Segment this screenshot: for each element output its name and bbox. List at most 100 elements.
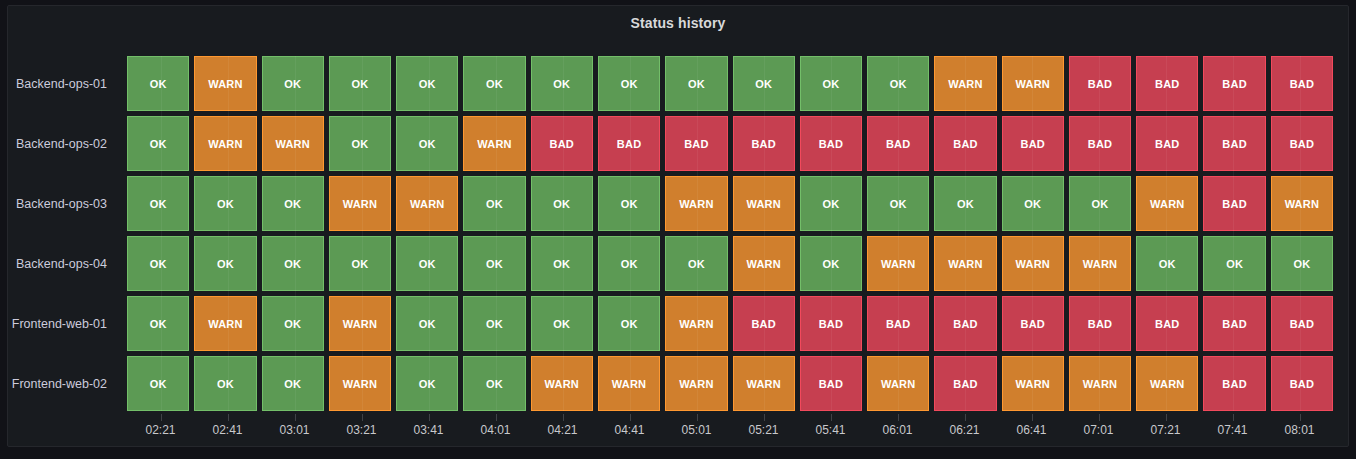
- status-cell[interactable]: WARN: [733, 356, 795, 411]
- status-cell[interactable]: WARN: [1069, 236, 1131, 291]
- status-cell[interactable]: WARN: [665, 176, 727, 231]
- status-cell[interactable]: WARN: [329, 176, 391, 231]
- status-cell[interactable]: OK: [1271, 236, 1333, 291]
- status-cell[interactable]: OK: [396, 236, 458, 291]
- status-cell[interactable]: OK: [1203, 236, 1265, 291]
- status-cell[interactable]: WARN: [329, 356, 391, 411]
- status-cell[interactable]: BAD: [1203, 356, 1265, 411]
- status-cell[interactable]: OK: [194, 176, 256, 231]
- status-cell[interactable]: WARN: [262, 116, 324, 171]
- status-cell[interactable]: BAD: [1136, 116, 1198, 171]
- status-cell[interactable]: OK: [127, 116, 189, 171]
- status-cell[interactable]: OK: [934, 176, 996, 231]
- status-cell[interactable]: OK: [463, 296, 525, 351]
- status-cell[interactable]: WARN: [867, 236, 929, 291]
- status-cell[interactable]: OK: [262, 356, 324, 411]
- status-cell[interactable]: BAD: [867, 116, 929, 171]
- status-cell[interactable]: BAD: [867, 296, 929, 351]
- status-cell[interactable]: OK: [598, 296, 660, 351]
- status-cell[interactable]: OK: [329, 236, 391, 291]
- status-cell[interactable]: WARN: [598, 356, 660, 411]
- status-cell[interactable]: WARN: [1002, 236, 1064, 291]
- status-cell[interactable]: OK: [329, 56, 391, 111]
- status-cell[interactable]: WARN: [733, 236, 795, 291]
- status-cell[interactable]: BAD: [1203, 56, 1265, 111]
- status-cell[interactable]: BAD: [800, 356, 862, 411]
- status-cell[interactable]: BAD: [800, 116, 862, 171]
- status-cell[interactable]: OK: [194, 356, 256, 411]
- status-cell[interactable]: WARN: [194, 56, 256, 111]
- status-cell[interactable]: OK: [262, 236, 324, 291]
- status-cell[interactable]: OK: [396, 116, 458, 171]
- status-cell[interactable]: WARN: [329, 296, 391, 351]
- status-cell[interactable]: OK: [396, 296, 458, 351]
- status-cell[interactable]: WARN: [665, 296, 727, 351]
- status-cell[interactable]: OK: [262, 56, 324, 111]
- status-cell[interactable]: BAD: [733, 296, 795, 351]
- status-cell[interactable]: OK: [531, 296, 593, 351]
- status-cell[interactable]: BAD: [665, 116, 727, 171]
- status-cell[interactable]: BAD: [1271, 356, 1333, 411]
- status-cell[interactable]: OK: [800, 56, 862, 111]
- status-cell[interactable]: OK: [1002, 176, 1064, 231]
- status-cell[interactable]: OK: [598, 176, 660, 231]
- status-cell[interactable]: OK: [867, 176, 929, 231]
- status-cell[interactable]: OK: [531, 176, 593, 231]
- status-cell[interactable]: BAD: [934, 356, 996, 411]
- status-cell[interactable]: BAD: [1203, 296, 1265, 351]
- status-cell[interactable]: BAD: [1002, 296, 1064, 351]
- status-cell[interactable]: WARN: [665, 356, 727, 411]
- status-cell[interactable]: BAD: [531, 116, 593, 171]
- status-cell[interactable]: OK: [262, 176, 324, 231]
- status-cell[interactable]: BAD: [1203, 116, 1265, 171]
- status-cell[interactable]: OK: [598, 56, 660, 111]
- status-cell[interactable]: BAD: [1271, 116, 1333, 171]
- status-cell[interactable]: BAD: [1271, 296, 1333, 351]
- status-cell[interactable]: WARN: [1002, 56, 1064, 111]
- status-cell[interactable]: WARN: [531, 356, 593, 411]
- status-cell[interactable]: BAD: [1069, 56, 1131, 111]
- status-cell[interactable]: OK: [463, 356, 525, 411]
- status-cell[interactable]: OK: [1069, 176, 1131, 231]
- status-cell[interactable]: OK: [463, 56, 525, 111]
- status-cell[interactable]: BAD: [1136, 56, 1198, 111]
- status-cell[interactable]: WARN: [1136, 176, 1198, 231]
- status-cell[interactable]: OK: [800, 236, 862, 291]
- status-cell[interactable]: BAD: [733, 116, 795, 171]
- status-cell[interactable]: OK: [194, 236, 256, 291]
- status-cell[interactable]: BAD: [1069, 116, 1131, 171]
- status-cell[interactable]: BAD: [1002, 116, 1064, 171]
- status-cell[interactable]: BAD: [1069, 296, 1131, 351]
- status-cell[interactable]: WARN: [194, 296, 256, 351]
- status-cell[interactable]: OK: [329, 116, 391, 171]
- status-cell[interactable]: WARN: [1136, 356, 1198, 411]
- status-cell[interactable]: OK: [127, 356, 189, 411]
- status-cell[interactable]: BAD: [934, 296, 996, 351]
- status-cell[interactable]: BAD: [598, 116, 660, 171]
- status-cell[interactable]: OK: [800, 176, 862, 231]
- status-cell[interactable]: BAD: [1271, 56, 1333, 111]
- status-cell[interactable]: OK: [531, 56, 593, 111]
- status-cell[interactable]: OK: [127, 296, 189, 351]
- status-cell[interactable]: OK: [396, 56, 458, 111]
- status-cell[interactable]: OK: [463, 236, 525, 291]
- status-cell[interactable]: BAD: [800, 296, 862, 351]
- status-cell[interactable]: OK: [127, 176, 189, 231]
- status-cell[interactable]: WARN: [934, 56, 996, 111]
- status-cell[interactable]: OK: [598, 236, 660, 291]
- status-cell[interactable]: WARN: [463, 116, 525, 171]
- status-cell[interactable]: WARN: [396, 176, 458, 231]
- status-cell[interactable]: WARN: [1002, 356, 1064, 411]
- panel-title[interactable]: Status history: [8, 15, 1348, 31]
- status-cell[interactable]: OK: [665, 236, 727, 291]
- status-cell[interactable]: WARN: [733, 176, 795, 231]
- status-cell[interactable]: WARN: [867, 356, 929, 411]
- status-cell[interactable]: OK: [396, 356, 458, 411]
- status-cell[interactable]: OK: [733, 56, 795, 111]
- status-cell[interactable]: OK: [531, 236, 593, 291]
- status-cell[interactable]: WARN: [1069, 356, 1131, 411]
- status-cell[interactable]: WARN: [934, 236, 996, 291]
- status-cell[interactable]: BAD: [1136, 296, 1198, 351]
- status-cell[interactable]: BAD: [1203, 176, 1265, 231]
- status-cell[interactable]: WARN: [194, 116, 256, 171]
